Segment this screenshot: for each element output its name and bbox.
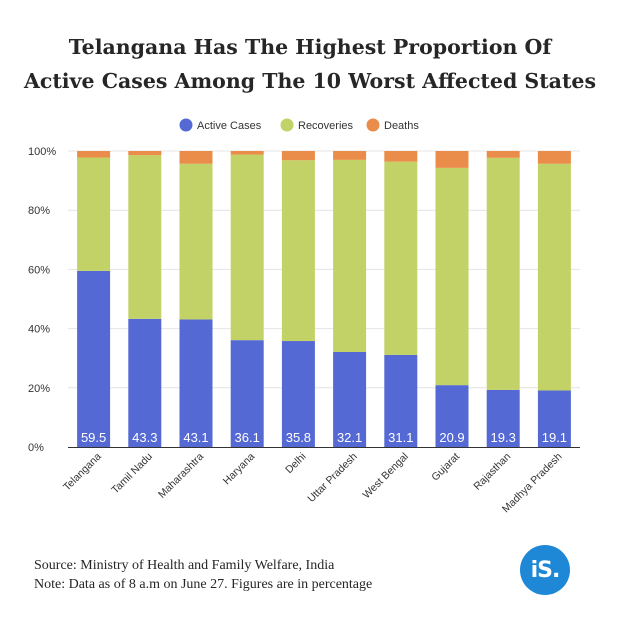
y-tick-label: 20% (28, 383, 50, 395)
x-tick-label: Haryana (221, 451, 258, 488)
bar-segment (230, 154, 264, 341)
bar-segment (281, 341, 315, 447)
bar-segment (179, 151, 213, 164)
legend-label: Deaths (384, 120, 419, 132)
y-tick-label: 0% (28, 442, 44, 454)
y-tick-label: 40% (28, 324, 50, 336)
data-label: 20.9 (439, 430, 464, 445)
x-tick-label: Uttar Pradesh (305, 451, 359, 505)
data-label: 43.3 (132, 430, 157, 445)
bar-segment (128, 318, 162, 447)
bar-segment (486, 151, 520, 158)
bar-segment (179, 163, 213, 320)
bar-segment (486, 157, 520, 390)
bar-segment (281, 151, 315, 161)
bar-segment (230, 340, 264, 447)
bar-segment (179, 319, 213, 447)
data-label: 31.1 (388, 430, 413, 445)
bar-segment (384, 161, 418, 355)
bar-segment (77, 157, 111, 271)
bar-segment (435, 151, 469, 168)
stacked-bar-chart: 0% 20% 40% 60% 80% 100% 59.5 Telangana 43.3 Tamil… (28, 118, 580, 515)
y-tick-label: 80% (28, 205, 50, 217)
data-label: 36.1 (235, 430, 260, 445)
data-label: 19.1 (542, 430, 567, 445)
x-tick-label: West Bengal (360, 451, 410, 501)
x-tick-label: Delhi (283, 451, 308, 476)
bar-segment (77, 151, 111, 158)
note-text: Note: Data as of 8 a.m on June 27. Figur… (34, 577, 373, 592)
x-tick-label: Telangana (61, 451, 104, 494)
chart-title-line-2: Active Cases Among The 10 Worst Affected… (23, 69, 597, 93)
chart-title-line-1: Telangana Has The Highest Proportion Of (68, 35, 552, 59)
bar-segment (435, 385, 469, 447)
data-label: 43.1 (183, 430, 208, 445)
chart-title: Telangana Has The Highest Proportion Of … (0, 30, 620, 98)
data-label: 35.8 (286, 430, 311, 445)
bar-segment (77, 270, 111, 447)
legend-label: Recoveries (298, 120, 354, 132)
source-text: Source: Ministry of Health and Family We… (34, 558, 335, 573)
x-tick-label: Gujarat (429, 451, 462, 484)
x-tick-label: Tamil Nadu (109, 451, 155, 497)
bar-segment (333, 159, 367, 352)
bar-segment (230, 151, 264, 155)
bar-segment (537, 163, 571, 391)
bar-segment (333, 351, 367, 447)
legend-swatch (179, 118, 193, 132)
legend-label: Active Cases (197, 120, 262, 132)
bar-segment (537, 390, 571, 447)
x-tick-label: Maharashtra (156, 451, 206, 501)
bar-segment (537, 151, 571, 164)
footer: Source: Ministry of Health and Family We… (34, 556, 372, 594)
bar-segment (281, 160, 315, 342)
data-label: 32.1 (337, 430, 362, 445)
data-label: 19.3 (491, 430, 516, 445)
legend-swatch (280, 118, 294, 132)
bar-segment (128, 151, 162, 156)
bar-segment (384, 354, 418, 447)
data-label: 59.5 (81, 430, 106, 445)
bar-segment (128, 155, 162, 319)
bar-segment (333, 151, 367, 160)
bar-segment (384, 151, 418, 162)
y-tick-label: 60% (28, 264, 50, 276)
y-tick-label: 100% (28, 146, 56, 158)
legend-swatch (366, 118, 380, 132)
brand-logo: iS. (520, 545, 570, 595)
bar-segment (486, 389, 520, 447)
x-tick-label: Rajasthan (471, 451, 513, 493)
bar-segment (435, 167, 469, 386)
